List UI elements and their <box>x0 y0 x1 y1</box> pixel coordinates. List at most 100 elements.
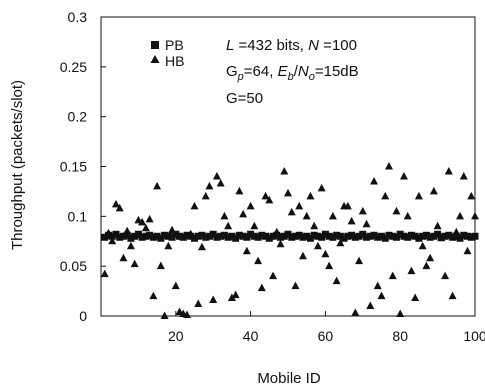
pb-point <box>411 232 419 240</box>
hb-point <box>325 261 334 270</box>
hb-point <box>437 233 446 242</box>
pb-point <box>422 231 430 239</box>
pb-point <box>321 230 329 238</box>
hb-point <box>186 229 195 238</box>
pb-point <box>213 233 221 241</box>
hb-point <box>452 227 461 236</box>
hb-point <box>366 301 375 310</box>
pb-point <box>265 234 273 242</box>
pb-point <box>131 232 139 240</box>
pb-point <box>288 233 296 241</box>
pb-point <box>228 232 236 240</box>
pb-point <box>112 230 120 238</box>
hb-point <box>123 226 132 235</box>
pb-point <box>318 233 326 241</box>
x-axis-label: Mobile ID <box>257 370 321 387</box>
pb-point <box>191 234 198 242</box>
hb-point <box>194 299 203 308</box>
hb-point <box>111 199 120 208</box>
legend-hb-marker <box>150 55 160 63</box>
ann-Gp: G <box>226 63 238 80</box>
hb-point <box>467 191 476 200</box>
pb-point <box>101 233 109 241</box>
annotation-line-3: G=50 <box>226 90 263 107</box>
hb-point <box>138 217 147 226</box>
pb-point <box>138 233 146 241</box>
hb-point <box>441 271 450 280</box>
hb-point <box>284 188 292 197</box>
hb-point <box>276 239 285 248</box>
hb-point <box>141 223 150 232</box>
pb-point <box>116 233 124 241</box>
pb-point <box>142 232 150 240</box>
hb-point <box>250 221 259 230</box>
hb-point <box>429 186 438 195</box>
pb-point <box>370 231 378 239</box>
hb-point <box>254 256 263 265</box>
hb-point <box>414 191 423 200</box>
pb-point <box>176 232 184 240</box>
pb-point <box>262 232 270 240</box>
series-hb <box>100 162 479 319</box>
hb-point <box>355 256 364 265</box>
pb-point <box>340 234 348 242</box>
annotation-line-1: L =432 bits, N =100 <box>226 37 357 54</box>
legend: PB HB <box>150 37 184 69</box>
hb-point <box>377 291 386 300</box>
hb-point <box>269 271 278 280</box>
hb-point <box>265 195 274 204</box>
pb-point <box>127 234 135 242</box>
pb-point <box>314 232 322 240</box>
hb-point <box>171 281 180 290</box>
hb-point <box>347 216 356 225</box>
hb-point <box>126 241 135 250</box>
pb-point <box>284 230 292 238</box>
pb-point <box>153 232 161 240</box>
hb-point <box>373 281 382 290</box>
hb-point <box>227 293 236 302</box>
series-pb <box>101 230 479 242</box>
ann-Gp-value: =64, <box>244 63 278 80</box>
hb-point <box>448 291 457 300</box>
hb-point <box>153 181 162 190</box>
pb-point <box>149 233 157 241</box>
pb-point <box>400 232 408 240</box>
hb-point <box>197 242 206 251</box>
y-tick-label: 0.2 <box>68 109 88 125</box>
hb-point <box>246 201 255 210</box>
pb-point <box>348 231 356 239</box>
pb-point <box>385 231 393 239</box>
pb-point <box>445 231 453 239</box>
ann-EbNo-value: =15dB <box>315 63 359 80</box>
x-tick-label: 80 <box>392 328 408 344</box>
hb-point <box>362 219 371 228</box>
x-tick-label: 40 <box>243 328 259 344</box>
hb-point <box>302 211 311 220</box>
x-axis-ticks: 20 40 60 80 100 <box>168 311 485 344</box>
hb-point <box>336 238 345 247</box>
pb-point <box>198 231 206 239</box>
pb-point <box>258 231 266 239</box>
hb-point <box>156 261 165 270</box>
x-tick-label: 100 <box>463 328 485 344</box>
pb-point <box>306 234 314 242</box>
hb-point <box>220 211 229 220</box>
pb-point <box>464 232 472 240</box>
ann-No-sub: o <box>309 71 315 83</box>
hb-point <box>328 211 337 220</box>
parameter-annotations: L =432 bits, N =100 Gp=64, Eb/No=15dB G=… <box>226 37 359 107</box>
pb-point <box>161 231 169 239</box>
ann-slash: / <box>294 63 299 80</box>
data-points <box>100 162 479 319</box>
hb-point <box>272 227 281 236</box>
pb-point <box>220 231 228 239</box>
pb-point <box>239 232 247 240</box>
pb-point <box>280 232 288 240</box>
pb-point <box>404 233 412 241</box>
hb-point <box>261 191 270 200</box>
pb-point <box>217 232 225 240</box>
hb-point <box>471 211 479 220</box>
pb-point <box>449 233 457 241</box>
pb-point <box>329 233 337 241</box>
pb-point <box>419 232 427 240</box>
